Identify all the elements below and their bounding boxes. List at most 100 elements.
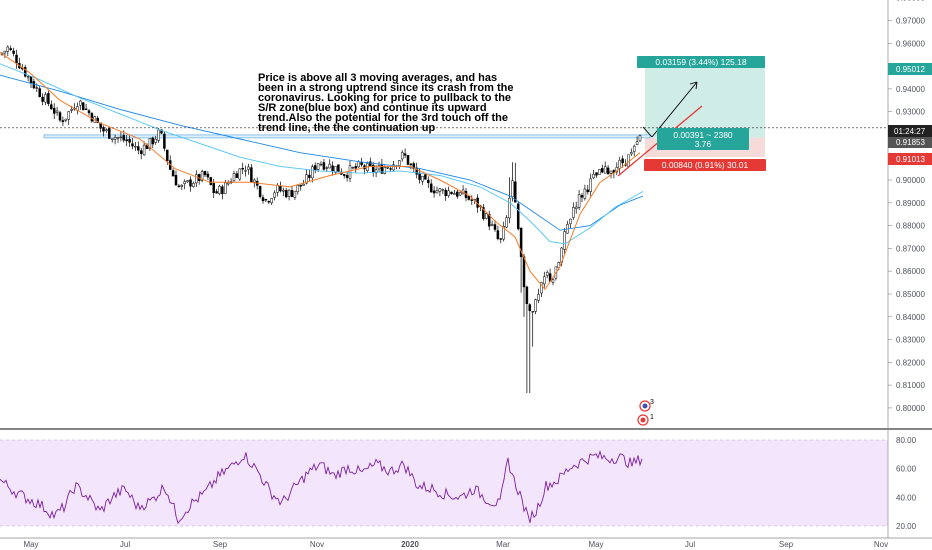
price-tick-label: 0.97000 [896,17,925,26]
annotation-line-1: Price is above all 3 moving averages, an… [258,72,497,84]
candle [342,174,346,176]
candle [50,104,53,110]
time-tick-label: Sep [213,540,228,549]
candle [174,175,178,186]
time-axis[interactable]: May Jul Sep Nov 2020 Mar May Jul Sep Nov [23,540,888,549]
candle [525,286,529,304]
candle [29,76,33,84]
candle [61,120,65,123]
candle [247,166,250,170]
time-tick-label: 2020 [401,540,419,549]
rsi-tick-label: 80.00 [896,436,917,445]
candle [325,167,329,169]
candle [545,272,549,276]
candle [435,190,439,194]
annotation-line-4: S/R zone(blue box) and continue its upwa… [258,102,487,114]
candle [212,183,215,193]
candle [630,152,633,155]
candle [572,207,575,218]
candle [328,163,331,169]
badge-count-1: 3 [650,399,654,406]
candle [374,169,378,174]
entry-label-box [657,128,749,150]
candle [113,137,117,140]
candle [592,173,595,179]
candle [137,146,140,151]
candle [531,311,534,313]
flag-badge-inner-icon-2 [640,417,646,423]
arrow-head [689,81,698,90]
candle [418,172,421,180]
time-tick-label: Jul [685,540,695,549]
candle [369,161,372,166]
price-axis[interactable]: 0.980000.970000.960000.950000.940000.930… [888,0,925,413]
annotation-line-6: trend line, the the continuation up [258,122,435,134]
candle [467,195,471,200]
candle [551,279,555,283]
stop-price-label: 0.91013 [896,155,925,164]
candle [273,192,276,198]
candle [70,109,73,111]
annotation-text[interactable]: Price is above all 3 moving averages, an… [258,72,514,134]
candle [606,167,610,175]
candle [12,50,15,54]
sma-slow-line [0,74,644,231]
candle [601,168,604,173]
candle [357,161,360,168]
candle [412,163,416,170]
candle [528,304,532,311]
candle [563,231,566,250]
candle [279,185,282,192]
candle [456,191,459,197]
candle [163,133,166,149]
candle [299,184,302,187]
rsi-band [0,440,888,526]
price-tick-label: 0.83000 [896,336,925,345]
candle [438,188,442,192]
price-tick-label: 0.85000 [896,290,925,299]
candle [337,164,340,173]
candle [447,190,450,196]
rsi-tick-label: 20.00 [896,522,917,531]
candle [166,149,169,161]
candle [23,67,27,77]
rsi-line [0,449,643,525]
candle [206,173,210,178]
candle [180,185,184,187]
rsi-tick-label: 60.00 [896,465,917,474]
projection-arrow-1[interactable] [642,126,653,138]
sr-zone-box[interactable] [43,134,651,139]
candle [313,165,317,171]
candles-layer [0,45,642,394]
candle [171,170,175,177]
candle [293,190,297,198]
candle [427,179,430,184]
candle [389,168,392,170]
candle [429,183,433,193]
event-badges[interactable]: 3 1 [637,399,654,426]
candle [305,174,308,184]
candle [192,183,195,188]
candle [424,174,427,180]
candle [302,183,305,186]
last-price-label: 0.91853 [896,138,925,147]
candle [3,50,7,54]
candle [47,93,50,104]
annotation-line-3: coronavirus. Looking for price to pullba… [258,92,511,104]
candle [284,189,288,198]
candle [224,182,227,194]
rsi-axis[interactable]: 80.00 60.00 40.00 20.00 [896,436,917,531]
candle [595,172,598,176]
candle [537,294,540,301]
price-tick-label: 0.98000 [896,0,925,3]
candle [348,165,352,179]
time-tick-label: Jul [120,540,130,549]
candle [79,100,82,106]
candle [386,167,389,169]
candle [522,256,526,288]
candle [345,175,349,178]
stop-price-tag [888,153,932,165]
target-zone[interactable] [645,65,765,138]
projection-arrow-2[interactable] [651,81,698,138]
